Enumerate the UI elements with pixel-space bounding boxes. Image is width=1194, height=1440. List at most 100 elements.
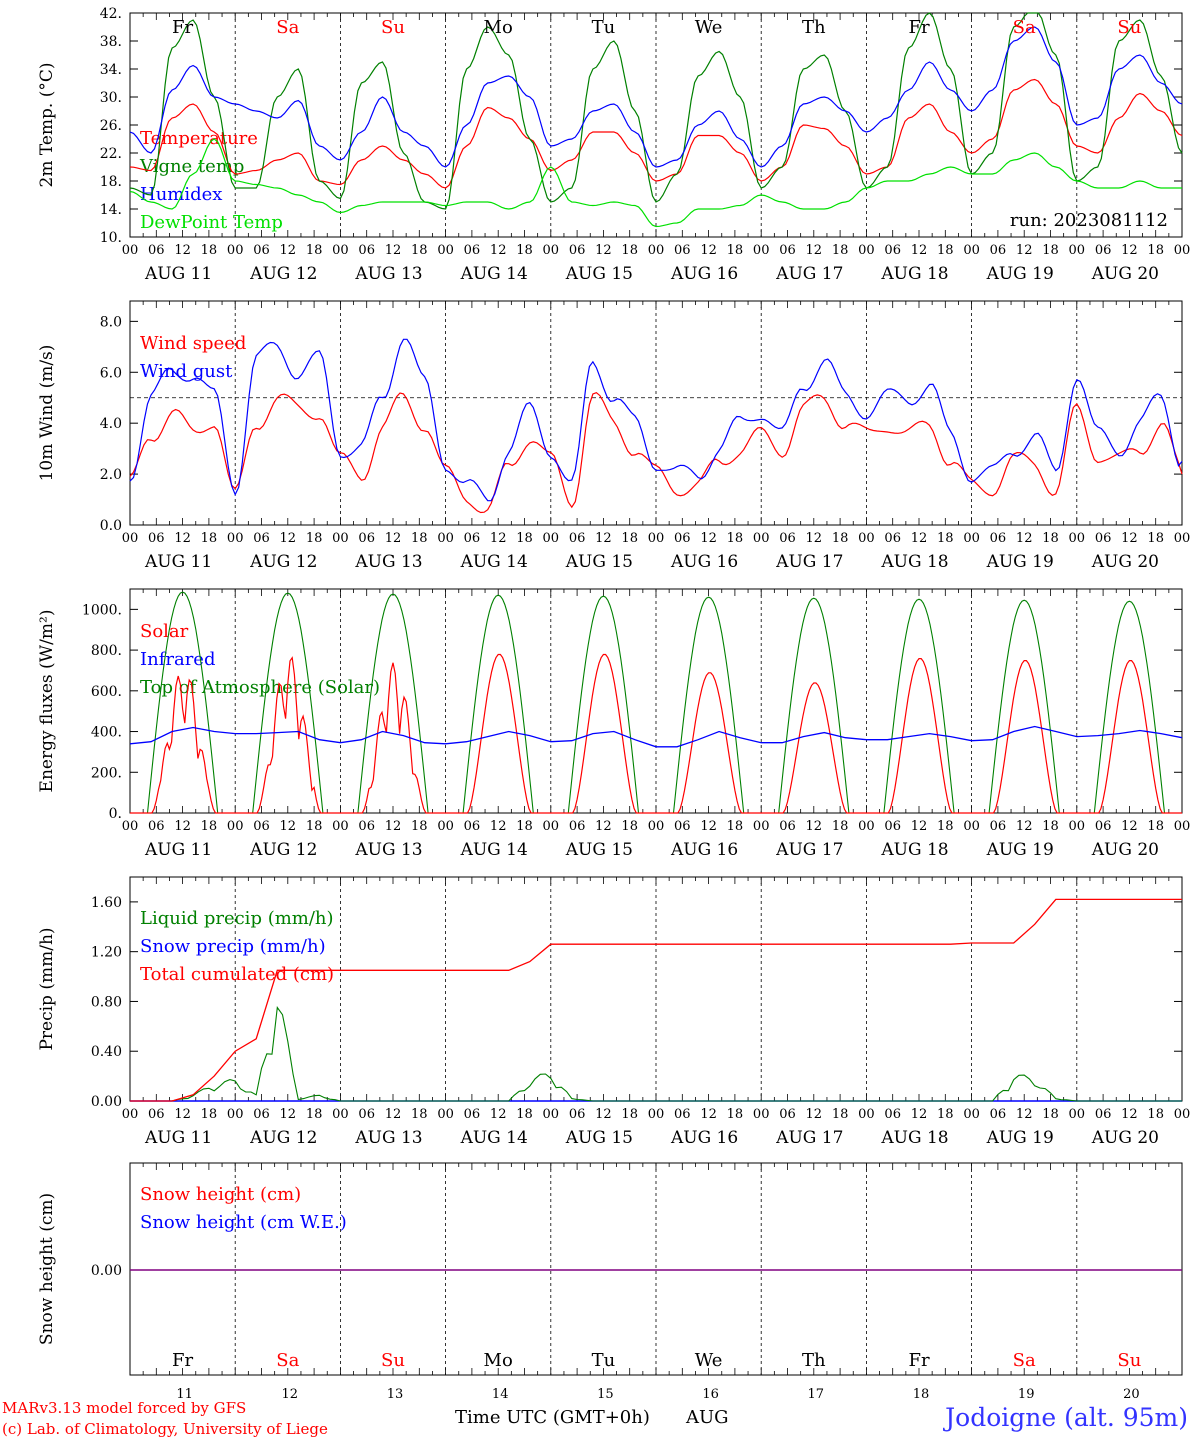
hour-tick-label: 06 bbox=[358, 243, 375, 258]
hour-tick-label: 18 bbox=[621, 531, 638, 546]
y-tick-label: 22. bbox=[100, 146, 122, 162]
hour-tick-label: 00 bbox=[963, 243, 980, 258]
panel-snow: Snow height (cm) 0.00 Snow height (cm) Snow… bbox=[37, 1162, 1183, 1402]
hour-tick-label: 12 bbox=[806, 531, 823, 546]
y-tick-label: 34. bbox=[100, 62, 122, 78]
hour-tick-label: 06 bbox=[990, 819, 1007, 834]
hour-tick-label: 12 bbox=[806, 243, 823, 258]
date-label: AUG 19 bbox=[986, 840, 1054, 860]
station-title: Jodoigne (alt. 95m) bbox=[942, 1403, 1188, 1432]
hour-tick-label: 12 bbox=[700, 1107, 717, 1122]
hour-tick-label: 12 bbox=[700, 531, 717, 546]
hour-tick-label: 12 bbox=[490, 243, 507, 258]
footer-model: MARv3.13 model forced by GFS bbox=[2, 1399, 246, 1417]
day-number: 19 bbox=[1018, 1387, 1035, 1402]
day-name: We bbox=[695, 1350, 723, 1371]
hour-tick-label: 00 bbox=[543, 1107, 560, 1122]
hour-tick-label: 12 bbox=[911, 819, 928, 834]
panel-frame bbox=[129, 300, 1183, 526]
day-name: Th bbox=[802, 17, 826, 38]
hour-tick-label: 12 bbox=[174, 531, 191, 546]
hour-tick-label: 00 bbox=[332, 819, 349, 834]
hour-tick-label: 06 bbox=[1095, 531, 1112, 546]
hour-tick-label: 18 bbox=[516, 531, 533, 546]
hour-tick-label: 06 bbox=[358, 819, 375, 834]
panel-energy: Energy fluxes (W/m²) 1000. 800. 600. 400. 200… bbox=[37, 588, 1191, 860]
hour-tick-label: 06 bbox=[674, 531, 691, 546]
series-dewpoint-temp bbox=[129, 138, 1182, 228]
hour-tick-label: 00 bbox=[1174, 819, 1191, 834]
y-tick-label: 0.40 bbox=[91, 1044, 122, 1060]
y-tick-label: 0.00 bbox=[91, 1094, 122, 1110]
hour-tick-label: 18 bbox=[937, 819, 954, 834]
hour-tick-label: 06 bbox=[779, 1107, 796, 1122]
hour-tick-label: 00 bbox=[753, 243, 770, 258]
hour-tick-label: 18 bbox=[1042, 819, 1059, 834]
hour-tick-label: 06 bbox=[1095, 1107, 1112, 1122]
y-tick-label: 14. bbox=[100, 202, 122, 218]
hour-tick-label: 00 bbox=[122, 531, 139, 546]
date-label: AUG 12 bbox=[249, 1128, 317, 1148]
hour-tick-label: 18 bbox=[621, 819, 638, 834]
hour-tick-label: 12 bbox=[1121, 819, 1138, 834]
hour-tick-label: 18 bbox=[727, 1107, 744, 1122]
hour-tick-label: 18 bbox=[937, 1107, 954, 1122]
hour-tick-label: 18 bbox=[937, 243, 954, 258]
date-label: AUG 17 bbox=[775, 1128, 843, 1148]
y-tick-label: 400. bbox=[91, 725, 122, 741]
hour-tick-label: 18 bbox=[1147, 819, 1164, 834]
date-label: AUG 16 bbox=[670, 840, 738, 860]
hour-tick-label: 18 bbox=[201, 1107, 218, 1122]
hour-tick-label: 06 bbox=[884, 1107, 901, 1122]
hour-tick-label: 12 bbox=[595, 819, 612, 834]
hour-tick-label: 18 bbox=[306, 1107, 323, 1122]
hour-tick-label: 12 bbox=[1016, 819, 1033, 834]
hour-tick-label: 06 bbox=[990, 243, 1007, 258]
day-name: Sa bbox=[1013, 17, 1036, 38]
day-number: 18 bbox=[913, 1387, 930, 1402]
date-label: AUG 18 bbox=[880, 840, 948, 860]
date-label: AUG 11 bbox=[144, 552, 212, 572]
legend-entry: Snow height (cm W.E.) bbox=[140, 1212, 347, 1233]
day-name: Sa bbox=[1013, 1350, 1036, 1371]
hour-tick-label: 12 bbox=[280, 531, 297, 546]
hour-tick-label: 00 bbox=[1174, 243, 1191, 258]
hour-tick-label: 00 bbox=[1069, 819, 1086, 834]
hour-tick-label: 18 bbox=[411, 819, 428, 834]
hour-tick-label: 18 bbox=[306, 819, 323, 834]
hour-tick-label: 06 bbox=[253, 1107, 270, 1122]
day-name: Mo bbox=[484, 1350, 513, 1371]
legend-entry: Vigne temp bbox=[139, 156, 244, 177]
y-tick-label: 6.0 bbox=[100, 365, 122, 381]
hour-tick-label: 06 bbox=[148, 531, 165, 546]
hour-tick-label: 06 bbox=[779, 819, 796, 834]
y-tick-label: 26. bbox=[100, 118, 122, 134]
day-name: Tu bbox=[592, 17, 616, 38]
date-label: AUG 20 bbox=[1091, 552, 1159, 572]
y-tick-label: 2.0 bbox=[100, 467, 122, 483]
hour-tick-label: 06 bbox=[464, 819, 481, 834]
date-label: AUG 18 bbox=[880, 1128, 948, 1148]
legend-entry: Infrared bbox=[140, 649, 215, 670]
hour-tick-label: 00 bbox=[437, 531, 454, 546]
hour-tick-label: 18 bbox=[516, 819, 533, 834]
legend-entry: Temperature bbox=[140, 128, 258, 149]
hour-tick-label: 18 bbox=[832, 819, 849, 834]
date-label: AUG 16 bbox=[670, 1128, 738, 1148]
day-name: Su bbox=[1117, 17, 1141, 38]
hour-tick-label: 18 bbox=[306, 243, 323, 258]
hour-tick-label: 00 bbox=[437, 819, 454, 834]
y-tick-label: 1.20 bbox=[91, 945, 122, 961]
hour-tick-label: 00 bbox=[332, 531, 349, 546]
day-name: Su bbox=[381, 1350, 405, 1371]
hour-tick-label: 12 bbox=[490, 1107, 507, 1122]
y-axis-label: 2m Temp. (°C) bbox=[37, 62, 57, 187]
hour-tick-label: 12 bbox=[595, 243, 612, 258]
hour-tick-label: 06 bbox=[148, 1107, 165, 1122]
hour-tick-label: 12 bbox=[911, 1107, 928, 1122]
hour-tick-label: 06 bbox=[674, 819, 691, 834]
y-tick-label: 800. bbox=[91, 643, 122, 659]
date-label: AUG 20 bbox=[1091, 264, 1159, 284]
day-name: Fr bbox=[908, 1350, 929, 1371]
